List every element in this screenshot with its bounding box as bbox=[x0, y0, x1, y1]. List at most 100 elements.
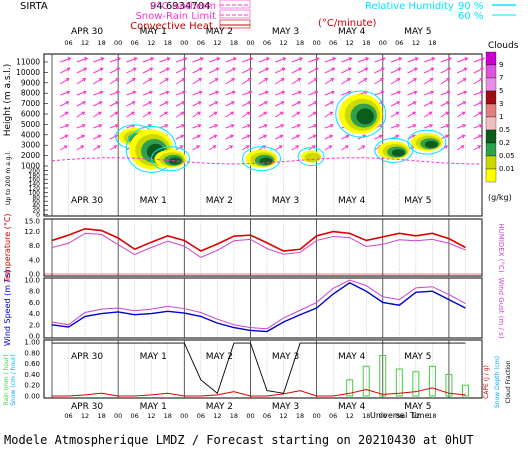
wind-arrow bbox=[456, 78, 467, 85]
wind-arrow-head bbox=[297, 101, 302, 105]
wind-arrow-head bbox=[96, 145, 101, 149]
wind-arrow-head bbox=[396, 123, 401, 128]
wind-arrow bbox=[241, 78, 252, 85]
wind-arrow bbox=[93, 145, 101, 151]
cape-line bbox=[52, 387, 466, 397]
wind-arrow-head bbox=[179, 145, 184, 149]
wind-arrow bbox=[242, 124, 251, 129]
temp-ytick-label-4: 0.0 bbox=[29, 271, 40, 279]
wind-arrow-head bbox=[447, 57, 452, 61]
wind-arrow-head bbox=[428, 111, 433, 116]
wind-arrow-head bbox=[166, 57, 171, 61]
cloud-top-hour-tick-10: 18 bbox=[230, 39, 238, 47]
wind-arrow-head bbox=[98, 123, 103, 128]
wind-arrow bbox=[308, 67, 319, 74]
wind-arrow bbox=[192, 78, 202, 85]
wind-ylabel: Wind Speed (m / s) bbox=[3, 270, 12, 346]
colorbar-tick-2: 5 bbox=[499, 87, 503, 95]
wind-arrow bbox=[308, 111, 317, 118]
wind-arrow bbox=[142, 101, 152, 107]
cloud-top-hour-tick-14: 18 bbox=[296, 39, 304, 47]
wind-arrow-head bbox=[132, 78, 136, 82]
wind-arrow bbox=[456, 134, 465, 140]
wind-arrow bbox=[142, 57, 154, 63]
wind-arrow-head bbox=[133, 57, 138, 61]
wind-arrow bbox=[192, 91, 202, 96]
wind-arrow-head bbox=[398, 57, 403, 61]
precip-bottom-hour-tick-0: 06 bbox=[64, 412, 72, 420]
wind-arrow bbox=[93, 134, 101, 140]
precip-bottom-hour-tick-2: 18 bbox=[97, 412, 105, 420]
cloud-ytick-label-11: 200 bbox=[29, 168, 41, 175]
precip-bottom-hour-tick-13: 12 bbox=[279, 412, 287, 420]
rh-contour-3 bbox=[241, 146, 281, 172]
wind-arrow bbox=[258, 67, 269, 74]
wind-arrow bbox=[291, 111, 300, 118]
precip-bottom-hour-tick-8: 06 bbox=[197, 412, 205, 420]
wind-arrow bbox=[142, 67, 153, 74]
wind-arrow-head bbox=[231, 78, 236, 82]
wind-arrow-head bbox=[165, 67, 170, 72]
wind-arrow-head bbox=[345, 145, 349, 149]
wind-arrow bbox=[225, 91, 236, 96]
cloud-panel-content bbox=[51, 54, 485, 216]
wind-arrow bbox=[175, 101, 185, 107]
wind-arrow bbox=[457, 57, 468, 63]
wind-arrow bbox=[225, 101, 235, 107]
wind-arrow-head bbox=[148, 101, 153, 105]
colorbar-tick-0: 9 bbox=[499, 61, 503, 69]
wind-arrow bbox=[341, 78, 351, 85]
wind-arrow-head bbox=[446, 101, 450, 105]
wind-arrow bbox=[225, 78, 235, 85]
wind-arrow-head bbox=[278, 145, 283, 149]
wind-arrow bbox=[208, 111, 218, 118]
wind-arrow-head bbox=[445, 111, 450, 116]
wind-arrow-head bbox=[279, 111, 284, 116]
cloud-ytick-label-1: 10000 bbox=[16, 68, 40, 77]
precip-bottom-hour-tick-6: 18 bbox=[164, 412, 172, 420]
wind-arrow bbox=[324, 57, 336, 63]
temp-top-day-label-5: MAY 5 bbox=[404, 196, 431, 206]
wind-arrow bbox=[142, 78, 152, 85]
wind-arrow-head bbox=[463, 67, 468, 72]
wind-arrow bbox=[390, 101, 400, 107]
wind-arrow-head bbox=[164, 101, 169, 105]
wind-arrow bbox=[208, 91, 219, 96]
precip-top-day-label-3: MAY 3 bbox=[272, 352, 299, 362]
rain-bar bbox=[412, 371, 420, 397]
wind-arrow bbox=[308, 91, 318, 96]
wind-arrow bbox=[423, 57, 435, 63]
wind-arrow-head bbox=[248, 67, 253, 72]
cloud-top-hour-tick-19: 00 bbox=[379, 39, 387, 47]
wind-arrow-head bbox=[246, 134, 251, 139]
colorbar-tick-3: 3 bbox=[499, 100, 503, 108]
wind-arrow-head bbox=[229, 145, 234, 149]
wind-arrow-head bbox=[81, 111, 86, 116]
temp-panel-content: APR 30 MAY 1 MAY 2 MAY 3 MAY 4 MAY 5 15.0 12.0 8… bbox=[24, 196, 483, 279]
wind-arrow-head bbox=[329, 123, 334, 128]
wind-arrow-head bbox=[116, 67, 121, 72]
cloud-top-hour-tick-22: 18 bbox=[428, 39, 436, 47]
wind-arrow-head bbox=[199, 67, 203, 72]
wind-arrow-head bbox=[197, 123, 202, 128]
precip-ytick-label-0: 1.00 bbox=[24, 339, 40, 347]
wind-arrow-head bbox=[312, 134, 317, 139]
wind-arrow-head bbox=[347, 78, 351, 82]
wind-arrow bbox=[308, 57, 319, 63]
precip-bottom-day-label-3: MAY 3 bbox=[272, 402, 299, 412]
wind-arrow-head bbox=[348, 57, 353, 61]
wind-arrow-head bbox=[83, 67, 88, 72]
wind-arrow-head bbox=[247, 123, 252, 128]
wind-arrow-head bbox=[231, 101, 235, 105]
wind-arrow-head bbox=[414, 57, 419, 61]
precip-panel-frame bbox=[43, 339, 483, 399]
wind-arrow-head bbox=[232, 57, 237, 61]
wind-arrow-head bbox=[461, 134, 466, 139]
precip-ytick-label-3: 0.40 bbox=[24, 371, 40, 379]
wind-arrow-head bbox=[262, 145, 267, 149]
wind-arrow bbox=[142, 91, 153, 96]
wind-arrow-head bbox=[460, 145, 465, 149]
wind-arrow-head bbox=[131, 101, 136, 105]
cloud-top-hour-tick-2: 18 bbox=[97, 39, 105, 47]
cloud-blob-6 bbox=[391, 149, 405, 157]
